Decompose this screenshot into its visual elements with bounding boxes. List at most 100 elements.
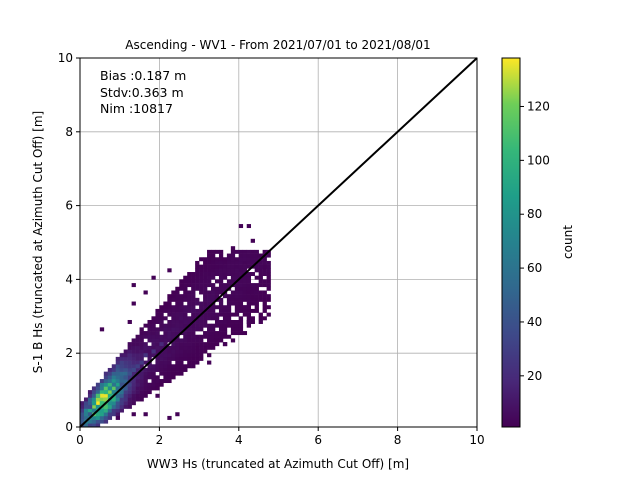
heatmap-cell: [183, 338, 188, 343]
heatmap-cell: [230, 246, 236, 251]
heatmap-cell: [218, 323, 224, 328]
heatmap-cell: [183, 334, 188, 339]
heatmap-cell: [123, 386, 128, 391]
heatmap-cell: [246, 253, 252, 258]
heatmap-cell: [238, 268, 244, 273]
heatmap-cell: [203, 279, 208, 284]
heatmap-cell: [159, 323, 164, 328]
heatmap-cell: [238, 283, 244, 288]
heatmap-cell: [199, 338, 204, 343]
heatmap-cell: [95, 382, 101, 387]
colorbar-tick-label: 60: [527, 261, 542, 275]
heatmap-cell: [230, 297, 236, 302]
heatmap-cell: [135, 349, 140, 354]
heatmap-cell: [107, 401, 113, 406]
heatmap-cell: [155, 331, 160, 336]
heatmap-cell: [127, 356, 132, 361]
heatmap-cell: [262, 279, 267, 284]
heatmap-cell: [218, 327, 224, 332]
heatmap-cell: [179, 319, 184, 324]
heatmap-cell: [258, 264, 263, 269]
y-tick-label: 0: [65, 420, 73, 434]
heatmap-cell: [175, 316, 180, 321]
heatmap-cell: [211, 257, 216, 262]
heatmap-cell: [187, 294, 192, 299]
heatmap-cell: [183, 319, 188, 324]
heatmap-cell: [195, 308, 200, 313]
heatmap-cell: [115, 386, 120, 391]
heatmap-cell: [179, 286, 184, 291]
heatmap-cell: [179, 316, 184, 321]
heatmap-cell: [214, 312, 220, 317]
heatmap-cell: [266, 312, 271, 317]
heatmap-cell: [211, 342, 216, 347]
heatmap-cell: [95, 412, 101, 417]
heatmap-cell: [191, 272, 196, 277]
heatmap-cell: [250, 301, 255, 306]
heatmap-cell: [258, 316, 263, 321]
heatmap-cell: [139, 345, 144, 350]
heatmap-cell: [131, 360, 136, 365]
heatmap-cell: [163, 305, 168, 310]
heatmap-cell: [218, 286, 224, 291]
y-tick-label: 2: [65, 346, 73, 360]
y-tick-label: 10: [58, 51, 73, 65]
heatmap-cell: [183, 294, 188, 299]
heatmap-cell: [211, 275, 216, 280]
heatmap-cell: [119, 408, 124, 413]
heatmap-cell: [80, 404, 85, 409]
heatmap-cell: [242, 286, 248, 291]
heatmap-cell: [155, 308, 160, 313]
heatmap-cell: [135, 379, 140, 384]
heatmap-cell: [103, 415, 109, 420]
heatmap-cell: [131, 367, 136, 372]
heatmap-cell: [218, 260, 224, 265]
heatmap-cell: [163, 334, 168, 339]
heatmap-cell: [187, 305, 192, 310]
heatmap-cell: [195, 327, 200, 332]
heatmap-cell: [179, 342, 184, 347]
heatmap-cell: [234, 301, 240, 306]
heatmap-cell: [238, 297, 244, 302]
heatmap-cell: [199, 283, 204, 288]
heatmap-cell: [226, 323, 232, 328]
heatmap-cell: [171, 331, 176, 336]
heatmap-cell: [191, 308, 196, 313]
heatmap-cell: [214, 316, 220, 321]
heatmap-cell: [203, 331, 208, 336]
heatmap-cell: [258, 297, 263, 302]
heatmap-cell: [222, 323, 228, 328]
heatmap-cell: [246, 312, 252, 317]
heatmap-cell: [123, 364, 128, 369]
heatmap-cell: [80, 419, 85, 424]
heatmap-cell: [218, 264, 224, 269]
heatmap-cell: [230, 279, 236, 284]
heatmap-cell: [234, 260, 240, 265]
heatmap-cell: [246, 283, 252, 288]
heatmap-cell: [103, 408, 109, 413]
heatmap-cell: [163, 327, 168, 332]
heatmap-cell: [258, 290, 263, 295]
heatmap-cell: [218, 301, 224, 306]
heatmap-cell: [179, 312, 184, 317]
heatmap-cell: [195, 264, 200, 269]
heatmap-cell: [183, 364, 188, 369]
x-tick-label: 4: [235, 433, 243, 447]
heatmap-cell: [167, 312, 172, 317]
heatmap-cell: [147, 349, 152, 354]
heatmap-cell: [135, 338, 140, 343]
heatmap-cell: [99, 393, 105, 398]
heatmap-cell: [242, 290, 248, 295]
heatmap-cell: [83, 423, 89, 427]
heatmap-cell: [250, 286, 255, 291]
heatmap-cell: [207, 301, 212, 306]
heatmap-cell: [211, 327, 216, 332]
heatmap-cell: [203, 272, 208, 277]
heatmap-cell: [195, 345, 200, 350]
heatmap-cell: [222, 327, 228, 332]
heatmap-cell: [234, 308, 240, 313]
heatmap-cell: [107, 390, 113, 395]
heatmap-cell: [175, 364, 180, 369]
heatmap-cell: [207, 327, 212, 332]
